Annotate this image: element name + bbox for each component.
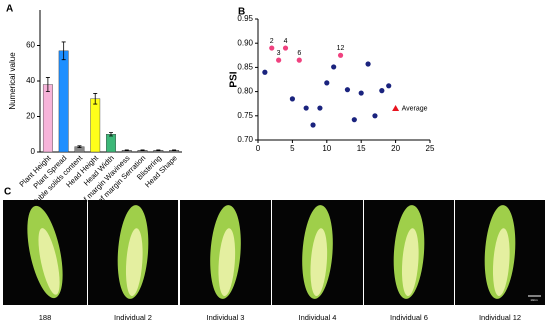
point-label: 4 <box>284 38 288 45</box>
point <box>269 45 275 51</box>
point <box>372 113 378 119</box>
point <box>310 122 316 128</box>
photo-caption: Individual 12 <box>479 313 521 322</box>
cabbage-core <box>401 228 419 297</box>
error-bar <box>156 149 161 151</box>
point <box>337 52 344 58</box>
photo-caption: Individual 6 <box>390 313 428 322</box>
point <box>358 90 364 96</box>
panel-label: B <box>238 7 245 18</box>
point <box>344 87 351 93</box>
x-tick-label: 0 <box>256 144 261 153</box>
photo-caption: Individual 2 <box>114 313 152 322</box>
x-tick-label: 20 <box>391 144 400 153</box>
error-bar <box>93 93 98 105</box>
error-bar <box>45 77 50 93</box>
y-tick-label: 0.75 <box>237 111 253 120</box>
panel-label: C <box>4 187 11 198</box>
error-bar <box>124 149 129 151</box>
bar <box>106 134 116 153</box>
y-tick-label: 0.95 <box>237 14 253 23</box>
error-bar <box>77 145 82 148</box>
point <box>324 80 330 86</box>
point <box>262 69 268 75</box>
legend-label: Average <box>402 105 428 112</box>
y-tick-label: 0.85 <box>237 63 253 72</box>
point <box>386 83 392 89</box>
point <box>276 57 282 63</box>
y-tick-label: 0.80 <box>237 87 253 96</box>
point <box>303 105 309 111</box>
cabbage-core <box>492 228 510 297</box>
y-tick-label: 40 <box>26 76 35 85</box>
point <box>317 105 323 111</box>
y-axis-label: PSI <box>229 71 240 87</box>
x-tick-label: 5 <box>290 144 295 153</box>
photo-caption: Individual 4 <box>299 313 337 322</box>
cabbage-core <box>125 228 143 297</box>
bar <box>90 98 101 153</box>
bar <box>42 84 53 153</box>
x-tick-label: 15 <box>357 144 366 153</box>
point <box>331 64 337 70</box>
bar <box>58 50 69 153</box>
scale-bar-label: 10cm <box>530 298 538 302</box>
x-tick-label: 10 <box>322 144 331 153</box>
y-tick-label: 60 <box>26 41 35 50</box>
cabbage-core <box>310 228 328 297</box>
y-tick-label: 0.70 <box>237 135 253 144</box>
point-label: 12 <box>337 45 345 52</box>
point <box>379 88 385 94</box>
cabbage-core <box>218 228 236 297</box>
error-bar <box>61 41 66 61</box>
point <box>282 45 289 51</box>
point <box>296 57 302 63</box>
point-label: 3 <box>277 50 281 57</box>
point-label: 6 <box>297 50 301 57</box>
photo-caption: 188 <box>39 313 52 322</box>
point <box>392 105 400 112</box>
panel-label: A <box>6 4 13 15</box>
cabbage-core <box>38 228 60 295</box>
photo-caption: Individual 3 <box>207 313 245 322</box>
point <box>289 96 295 102</box>
point <box>365 61 371 67</box>
point-label: 2 <box>270 38 274 45</box>
error-bar <box>109 132 113 137</box>
y-tick-label: 0.90 <box>237 38 253 47</box>
x-tick-label: 25 <box>426 144 435 153</box>
y-axis-label: Numerical value <box>8 52 17 110</box>
error-bar <box>172 149 177 151</box>
y-tick-label: 0 <box>31 147 36 156</box>
error-bar <box>140 149 145 151</box>
point <box>351 117 357 123</box>
y-tick-label: 20 <box>26 112 35 121</box>
